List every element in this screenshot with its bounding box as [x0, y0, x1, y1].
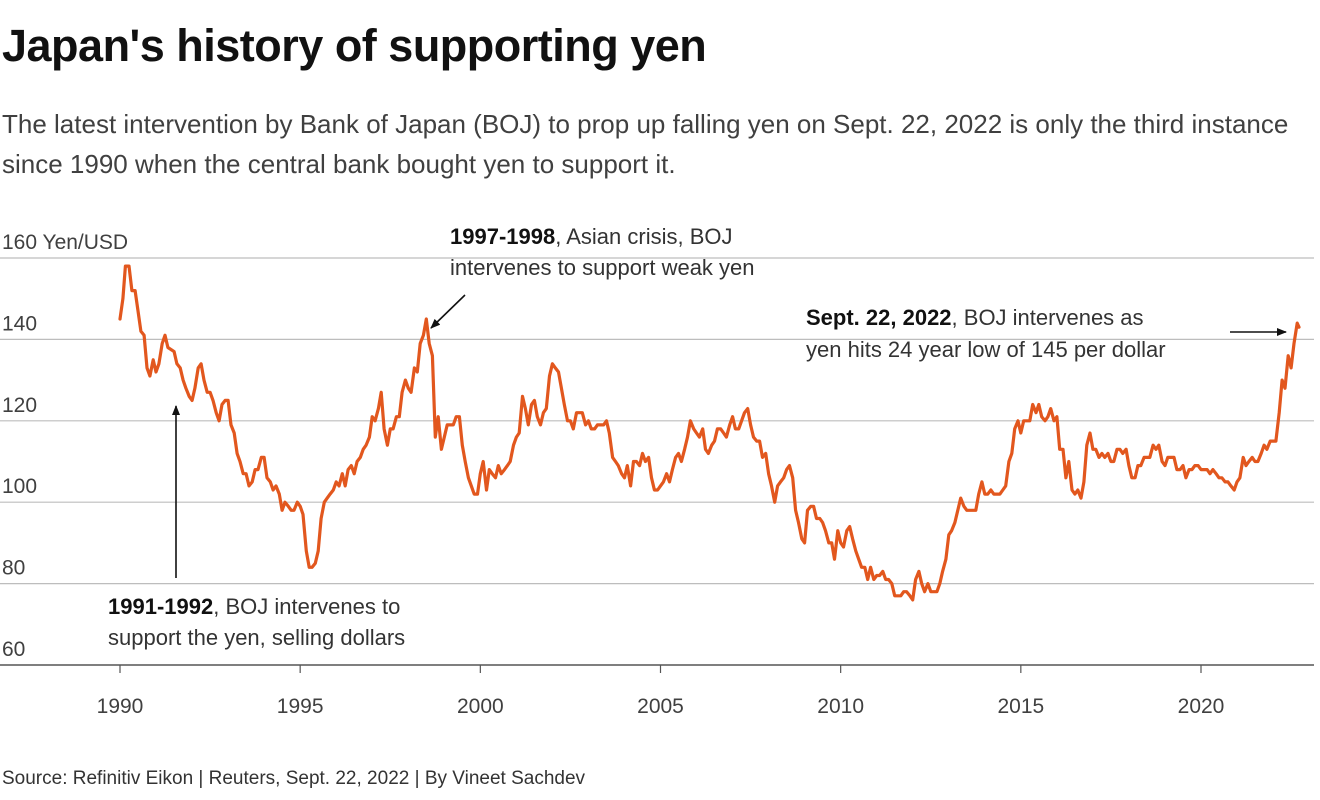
annotation-2022-line1: Sept. 22, 2022, BOJ intervenes as — [806, 305, 1144, 330]
annotations: 1991-1992, BOJ intervenes to support the… — [108, 224, 1286, 650]
annotation-arrow-1997 — [431, 295, 465, 328]
x-tick-label: 2000 — [457, 695, 504, 718]
line-chart: 160 Yen/USD 140 120 100 80 60 1990 1995 2000 200… — [0, 0, 1320, 740]
x-tick-label: 2005 — [637, 695, 684, 718]
source-note: Source: Refinitiv Eikon | Reuters, Sept.… — [2, 768, 585, 790]
annotation-1997-line2: intervenes to support weak yen — [450, 255, 755, 280]
y-tick-label: 120 — [2, 394, 37, 417]
annotation-1991-line2: support the yen, selling dollars — [108, 625, 405, 650]
x-tick-label: 1995 — [277, 695, 324, 718]
x-tick-label: 2010 — [817, 695, 864, 718]
y-tick-label: 60 — [2, 638, 25, 661]
y-tick-label: 80 — [2, 557, 25, 580]
x-tick-label: 2015 — [997, 695, 1044, 718]
y-tick-label: 140 — [2, 312, 37, 335]
annotation-1991-line1: 1991-1992, BOJ intervenes to — [108, 594, 400, 619]
x-tick-label: 1990 — [97, 695, 144, 718]
x-tick-label: 2020 — [1178, 695, 1225, 718]
annotation-2022-line2: yen hits 24 year low of 145 per dollar — [806, 337, 1166, 362]
y-tick-label: 160 Yen/USD — [2, 231, 128, 254]
y-tick-label: 100 — [2, 475, 37, 498]
annotation-1997-line1: 1997-1998, Asian crisis, BOJ — [450, 224, 733, 249]
x-axis: 1990 1995 2000 2005 2010 2015 2020 — [97, 665, 1225, 718]
